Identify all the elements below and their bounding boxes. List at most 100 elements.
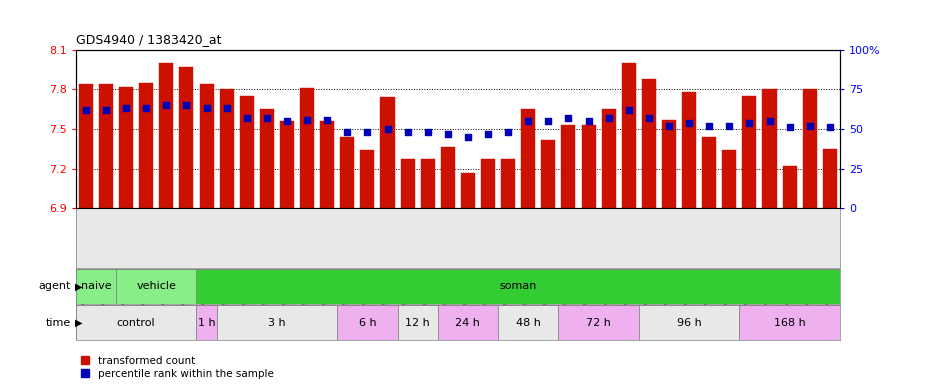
Bar <box>139 83 154 208</box>
Point <box>401 129 415 135</box>
Text: 3 h: 3 h <box>268 318 286 328</box>
Bar <box>260 109 274 208</box>
Bar <box>361 150 375 208</box>
Point <box>320 116 335 122</box>
Bar <box>338 305 398 340</box>
Text: 48 h: 48 h <box>516 318 541 328</box>
Text: 12 h: 12 h <box>405 318 430 328</box>
Bar <box>762 89 777 208</box>
Point <box>802 123 817 129</box>
Bar <box>559 305 639 340</box>
Point <box>822 124 837 131</box>
Point <box>500 129 515 135</box>
Bar <box>79 84 92 208</box>
Bar <box>461 172 475 208</box>
Bar <box>438 305 498 340</box>
Bar <box>116 269 196 304</box>
Point <box>702 123 717 129</box>
Text: naive: naive <box>80 281 111 291</box>
Text: 72 h: 72 h <box>586 318 611 328</box>
Point <box>642 115 657 121</box>
Text: 96 h: 96 h <box>677 318 701 328</box>
Text: ▶: ▶ <box>75 318 82 328</box>
Bar <box>561 125 575 208</box>
Point <box>159 102 174 108</box>
Point <box>279 118 294 124</box>
Text: ▶: ▶ <box>75 281 82 291</box>
Point <box>300 116 314 122</box>
Bar <box>501 159 515 208</box>
Bar <box>380 98 395 208</box>
Bar <box>99 84 113 208</box>
Point <box>118 105 133 111</box>
Bar <box>783 166 796 208</box>
Point <box>722 123 736 129</box>
Point <box>339 129 354 135</box>
Point <box>481 131 496 137</box>
Point <box>99 107 114 113</box>
Point <box>79 107 93 113</box>
Bar <box>76 305 196 340</box>
Point <box>521 118 536 124</box>
Bar <box>200 84 214 208</box>
Point <box>661 123 676 129</box>
Text: 24 h: 24 h <box>455 318 480 328</box>
Bar <box>216 305 338 340</box>
Text: agent: agent <box>39 281 71 291</box>
Bar <box>240 96 253 208</box>
Point <box>259 115 274 121</box>
Bar <box>642 79 656 208</box>
Point <box>461 134 475 140</box>
Bar <box>743 96 757 208</box>
Bar <box>622 63 635 208</box>
Bar <box>722 150 736 208</box>
Text: soman: soman <box>500 281 536 291</box>
Point <box>179 102 194 108</box>
Point <box>380 126 395 132</box>
Bar <box>498 305 559 340</box>
Point <box>742 120 757 126</box>
Point <box>139 105 154 111</box>
Bar <box>803 89 817 208</box>
Text: 168 h: 168 h <box>773 318 806 328</box>
Point <box>360 129 375 135</box>
Bar <box>401 159 414 208</box>
Point <box>199 105 214 111</box>
Point <box>682 120 697 126</box>
Point <box>783 124 797 131</box>
Bar <box>521 109 536 208</box>
Text: 6 h: 6 h <box>359 318 376 328</box>
Bar <box>300 88 314 208</box>
Legend: transformed count, percentile rank within the sample: transformed count, percentile rank withi… <box>81 356 274 379</box>
Point <box>240 115 254 121</box>
Bar <box>682 92 697 208</box>
Text: 1 h: 1 h <box>198 318 216 328</box>
Point <box>420 129 435 135</box>
Text: control: control <box>117 318 155 328</box>
Bar <box>280 121 294 208</box>
Bar <box>739 305 840 340</box>
Bar <box>601 109 616 208</box>
Point <box>561 115 576 121</box>
Bar <box>179 67 193 208</box>
Point <box>440 131 455 137</box>
Point <box>541 118 556 124</box>
Bar <box>639 305 739 340</box>
Bar <box>320 121 334 208</box>
Text: time: time <box>46 318 71 328</box>
Bar <box>196 305 216 340</box>
Bar <box>823 149 837 208</box>
Bar <box>340 137 354 208</box>
Bar <box>702 137 716 208</box>
Bar <box>541 139 555 208</box>
Text: GDS4940 / 1383420_at: GDS4940 / 1383420_at <box>76 33 221 46</box>
Point <box>581 118 596 124</box>
Text: vehicle: vehicle <box>136 281 177 291</box>
Bar <box>196 269 840 304</box>
Bar <box>398 305 438 340</box>
Point <box>622 107 636 113</box>
Point <box>762 118 777 124</box>
Bar <box>421 159 435 208</box>
Bar <box>582 125 596 208</box>
Bar <box>481 159 495 208</box>
